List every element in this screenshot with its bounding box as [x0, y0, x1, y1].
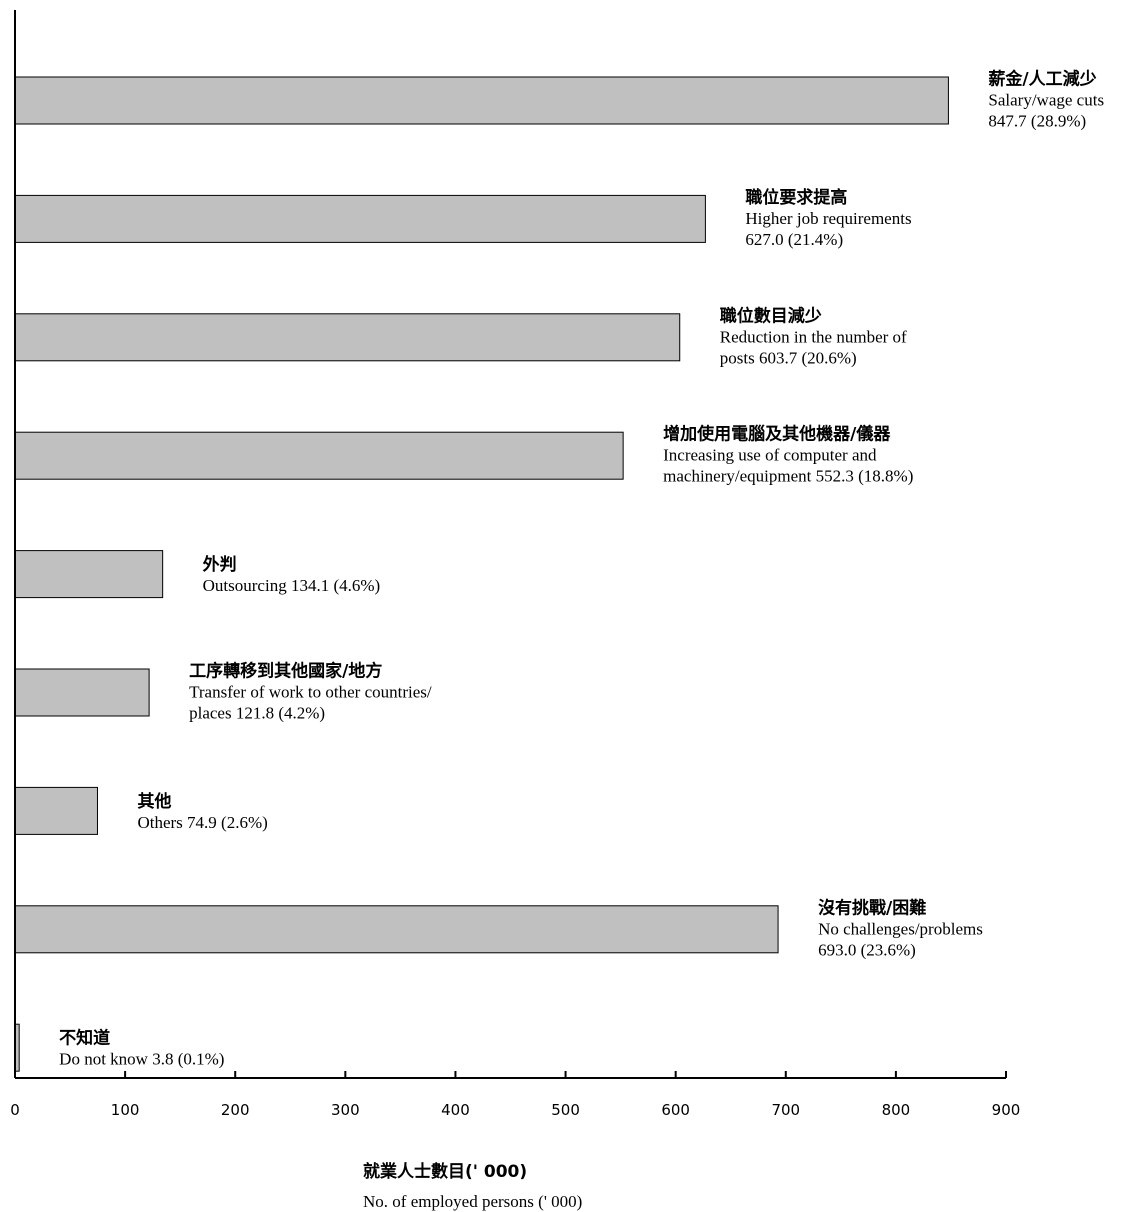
bar [14, 668, 150, 717]
bar-label-en: Others 74.9 (2.6%) [137, 813, 267, 832]
x-axis-title-en: No. of employed persons (' 000) [363, 1192, 582, 1211]
x-tick-label: 500 [551, 1101, 580, 1119]
bar-label-en: No challenges/problems [818, 919, 983, 938]
bar-label-zh: 職位要求提高 [745, 187, 847, 208]
x-tick-label: 100 [111, 1101, 140, 1119]
bar [14, 76, 949, 125]
bar-label-en: Outsourcing 134.1 (4.6%) [203, 576, 381, 595]
bar-label-en: Transfer of work to other countries/ [189, 683, 432, 702]
bar-label-zh: 不知道 [59, 1028, 110, 1049]
bar-label-en: Salary/wage cuts [988, 91, 1104, 110]
bar-label-en: places 121.8 (4.2%) [189, 704, 325, 723]
bar-label-en: Higher job requirements [745, 209, 911, 228]
x-tick-label: 600 [661, 1101, 690, 1119]
x-tick-label: 800 [882, 1101, 911, 1119]
bar-label-zh: 其他 [137, 791, 171, 812]
x-tick-label: 300 [331, 1101, 360, 1119]
bar-label-zh: 外判 [203, 554, 237, 575]
x-tick-label: 400 [441, 1101, 470, 1119]
bar-label-en: Increasing use of computer and [663, 446, 877, 465]
x-tick-label: 900 [992, 1101, 1021, 1119]
bar-label-en: posts 603.7 (20.6%) [720, 348, 857, 367]
bar-label-en: Reduction in the number of [720, 327, 907, 346]
bar-label-zh: 增加使用電腦及其他機器/儀器 [663, 424, 891, 445]
bars-layer [14, 76, 949, 1072]
x-axis-title-zh: 就業人士數目(' 000) [363, 1161, 527, 1182]
bar-label-en: 693.0 (23.6%) [818, 940, 916, 959]
bar [14, 550, 164, 599]
x-tick-label: 700 [771, 1101, 800, 1119]
bar-label-zh: 職位數目減少 [720, 305, 822, 326]
bar-label-en: 847.7 (28.9%) [988, 112, 1086, 131]
x-tick-label: 200 [221, 1101, 250, 1119]
axes: 0 100 200 300 400 500 600 700 800 900 [10, 10, 1020, 1119]
bar-label-en: 627.0 (21.4%) [745, 230, 843, 249]
x-tick-label: 0 [10, 1101, 20, 1119]
bar-label-zh: 工序轉移到其他國家/地方 [189, 661, 382, 682]
bar-label-en: machinery/equipment 552.3 (18.8%) [663, 467, 913, 486]
bar-label-zh: 沒有挑戰/困難 [818, 897, 926, 918]
bar [14, 786, 98, 835]
bar [14, 905, 779, 954]
bar [14, 194, 706, 243]
bar [14, 313, 681, 362]
bar-label-zh: 薪金/人工減少 [988, 69, 1096, 90]
bar [14, 431, 624, 480]
bar-label-en: Do not know 3.8 (0.1%) [59, 1050, 224, 1069]
